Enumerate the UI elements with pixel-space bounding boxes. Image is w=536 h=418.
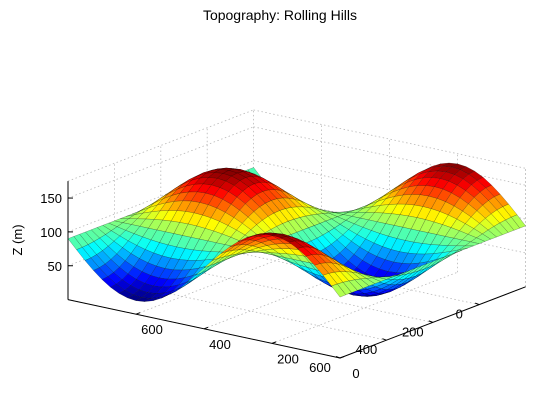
axis-layer [67, 181, 526, 359]
x-tick-label: 0 [352, 366, 359, 381]
x-tick-mark [271, 341, 277, 344]
y-tick-mark [335, 356, 341, 359]
x-tick-mark [203, 326, 209, 330]
z-tick-label: 50 [48, 259, 62, 274]
x-tick-label: 600 [141, 322, 163, 337]
y-tick-label: 200 [402, 324, 424, 339]
tick-labels: 0 200 400 600 0 200 400 600 50 100 150 [40, 191, 463, 381]
z-tick-label: 150 [40, 191, 62, 206]
y-tick-mark [382, 338, 387, 341]
grid-line [203, 257, 390, 330]
grid-line [67, 126, 254, 199]
grid-line [271, 271, 458, 344]
surface-patch [331, 283, 347, 298]
chart-title: Topography: Rolling Hills [203, 7, 357, 23]
y-tick-label: 0 [456, 307, 463, 322]
grid-line [253, 109, 526, 169]
y-tick-mark [428, 320, 433, 323]
y-tick-mark [475, 302, 480, 306]
grid-line [67, 160, 254, 233]
z-tick-label: 100 [40, 225, 62, 240]
y-tick-label: 600 [309, 360, 331, 375]
x-tick-label: 400 [209, 337, 231, 352]
x-tick-mark [135, 312, 141, 315]
x-tick-label: 200 [277, 351, 299, 366]
surface [67, 162, 526, 302]
grid-line [67, 109, 254, 182]
grid-line [135, 242, 322, 315]
y-tick-label: 400 [356, 342, 378, 357]
z-axis-label: Z (m) [10, 224, 25, 255]
x-tick-mark [339, 356, 345, 359]
